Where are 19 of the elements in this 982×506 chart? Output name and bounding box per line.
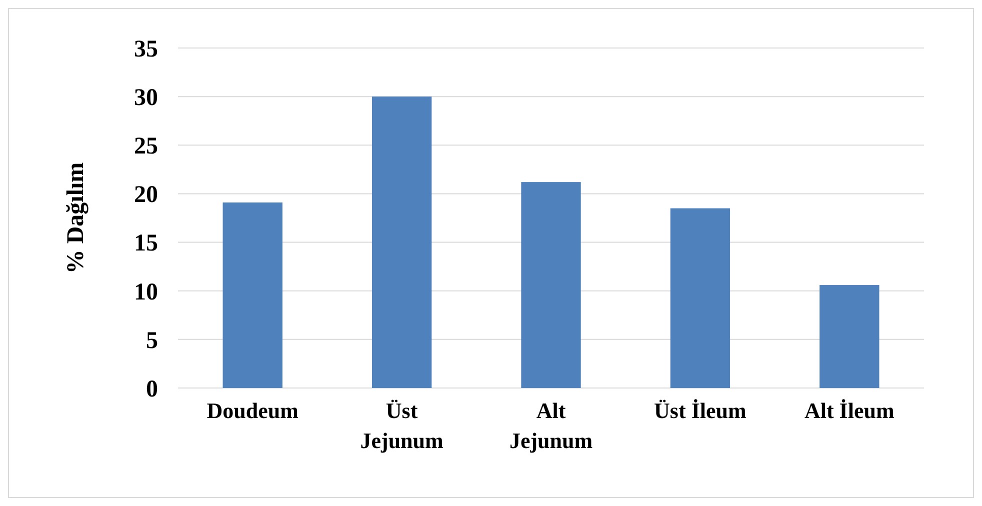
- bar: [670, 208, 730, 388]
- y-tick-label: 25: [134, 134, 158, 160]
- bar: [222, 202, 282, 388]
- x-tick-label: Üst Jejunum: [360, 398, 444, 453]
- bar: [521, 182, 581, 388]
- y-tick-label: 30: [134, 84, 158, 111]
- y-tick-label: 10: [134, 279, 158, 306]
- y-tick-label: 35: [134, 36, 158, 62]
- x-tick-label: Alt Jejunum: [509, 398, 593, 453]
- bar: [372, 96, 432, 388]
- y-tick-label: 20: [134, 182, 158, 208]
- x-tick-label: Üst İleum: [654, 398, 746, 423]
- x-tick-label: Alt İleum: [804, 398, 894, 423]
- x-tick-label: Doudeum: [206, 398, 298, 423]
- y-tick-label: 15: [134, 230, 158, 257]
- y-tick-label: 0: [146, 376, 158, 402]
- y-axis-title: % Dağılım: [63, 162, 89, 274]
- bar: [820, 285, 880, 388]
- y-tick-label: 5: [146, 328, 158, 354]
